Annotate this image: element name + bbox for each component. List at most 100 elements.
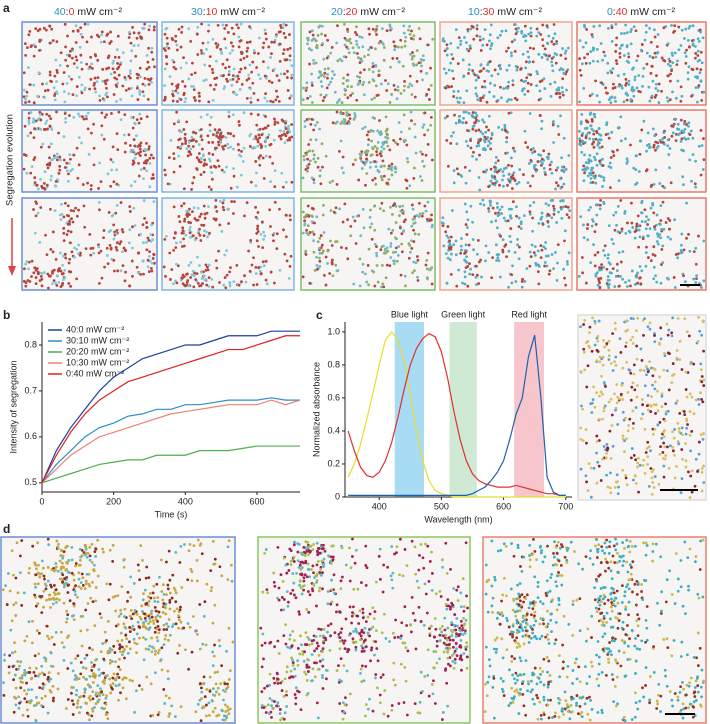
particle <box>429 218 433 222</box>
particle <box>645 373 648 377</box>
particle <box>380 178 384 182</box>
particle <box>360 59 364 63</box>
particle <box>189 147 193 151</box>
particle <box>129 575 133 579</box>
particle <box>254 272 258 275</box>
particle <box>227 626 231 630</box>
particle <box>375 153 379 157</box>
particle <box>88 718 91 722</box>
particle <box>118 242 122 246</box>
particle <box>324 154 328 158</box>
particle <box>124 270 127 274</box>
particle <box>200 223 204 227</box>
particle <box>645 447 649 450</box>
particle <box>256 113 260 117</box>
particle <box>114 246 118 249</box>
particle <box>318 70 321 73</box>
particle <box>217 140 220 144</box>
particle <box>412 228 415 232</box>
particle <box>679 251 683 255</box>
particle <box>310 29 314 33</box>
particle <box>540 119 544 123</box>
particle <box>403 79 406 83</box>
particle <box>495 226 499 230</box>
particle <box>202 274 206 278</box>
particle <box>319 80 323 83</box>
particle <box>650 492 654 496</box>
particle <box>70 558 74 562</box>
particle <box>224 66 227 70</box>
particle <box>86 181 90 185</box>
particle <box>56 158 59 162</box>
particle <box>528 204 532 208</box>
particle <box>54 180 58 183</box>
particle <box>195 255 199 259</box>
particle <box>479 69 483 73</box>
particle <box>308 95 312 98</box>
particle <box>63 166 67 169</box>
particle <box>79 695 83 698</box>
particle <box>360 36 364 39</box>
particle <box>673 453 676 457</box>
particle <box>658 375 661 379</box>
particle <box>649 259 653 263</box>
particle <box>58 168 62 172</box>
particle <box>633 236 637 240</box>
particle <box>301 98 305 101</box>
particle <box>132 138 136 141</box>
particle <box>540 211 544 215</box>
particle <box>288 130 292 134</box>
particle <box>413 135 417 139</box>
particle <box>75 58 79 62</box>
particle <box>489 23 493 27</box>
particle <box>616 492 620 496</box>
particle <box>304 249 308 253</box>
particle <box>517 225 521 228</box>
particle <box>27 260 31 264</box>
particle <box>116 623 120 626</box>
particle <box>478 153 481 157</box>
particle <box>659 445 662 448</box>
particle <box>228 284 232 288</box>
particle <box>449 42 453 45</box>
particle <box>128 625 132 629</box>
particle <box>702 464 705 468</box>
particle <box>106 262 110 266</box>
particle <box>473 121 477 125</box>
particle <box>505 68 509 72</box>
particle <box>652 265 656 269</box>
particle <box>364 183 367 187</box>
particle <box>34 119 38 123</box>
particle <box>290 64 294 68</box>
particle <box>498 275 502 279</box>
particle <box>561 90 565 94</box>
particle <box>699 129 703 132</box>
particle <box>702 239 706 243</box>
particle <box>31 544 35 548</box>
particle <box>169 138 173 142</box>
particle <box>489 147 493 151</box>
particle <box>679 99 683 103</box>
particle <box>151 57 155 61</box>
particle <box>147 46 150 50</box>
particle <box>510 207 513 211</box>
particle <box>663 186 666 190</box>
particle <box>197 91 201 95</box>
particle <box>89 253 93 257</box>
particle <box>91 707 94 711</box>
particle <box>196 206 200 210</box>
particle <box>660 248 664 251</box>
particle <box>152 200 156 204</box>
particle <box>702 378 706 382</box>
particle <box>190 570 194 573</box>
particle <box>321 213 325 217</box>
particle <box>52 643 56 646</box>
particle <box>373 96 376 100</box>
particle <box>154 615 158 619</box>
particle <box>135 118 139 122</box>
particle <box>629 456 633 460</box>
particle <box>313 221 316 225</box>
particle <box>204 268 208 272</box>
particle <box>567 154 571 157</box>
particle <box>363 125 367 129</box>
